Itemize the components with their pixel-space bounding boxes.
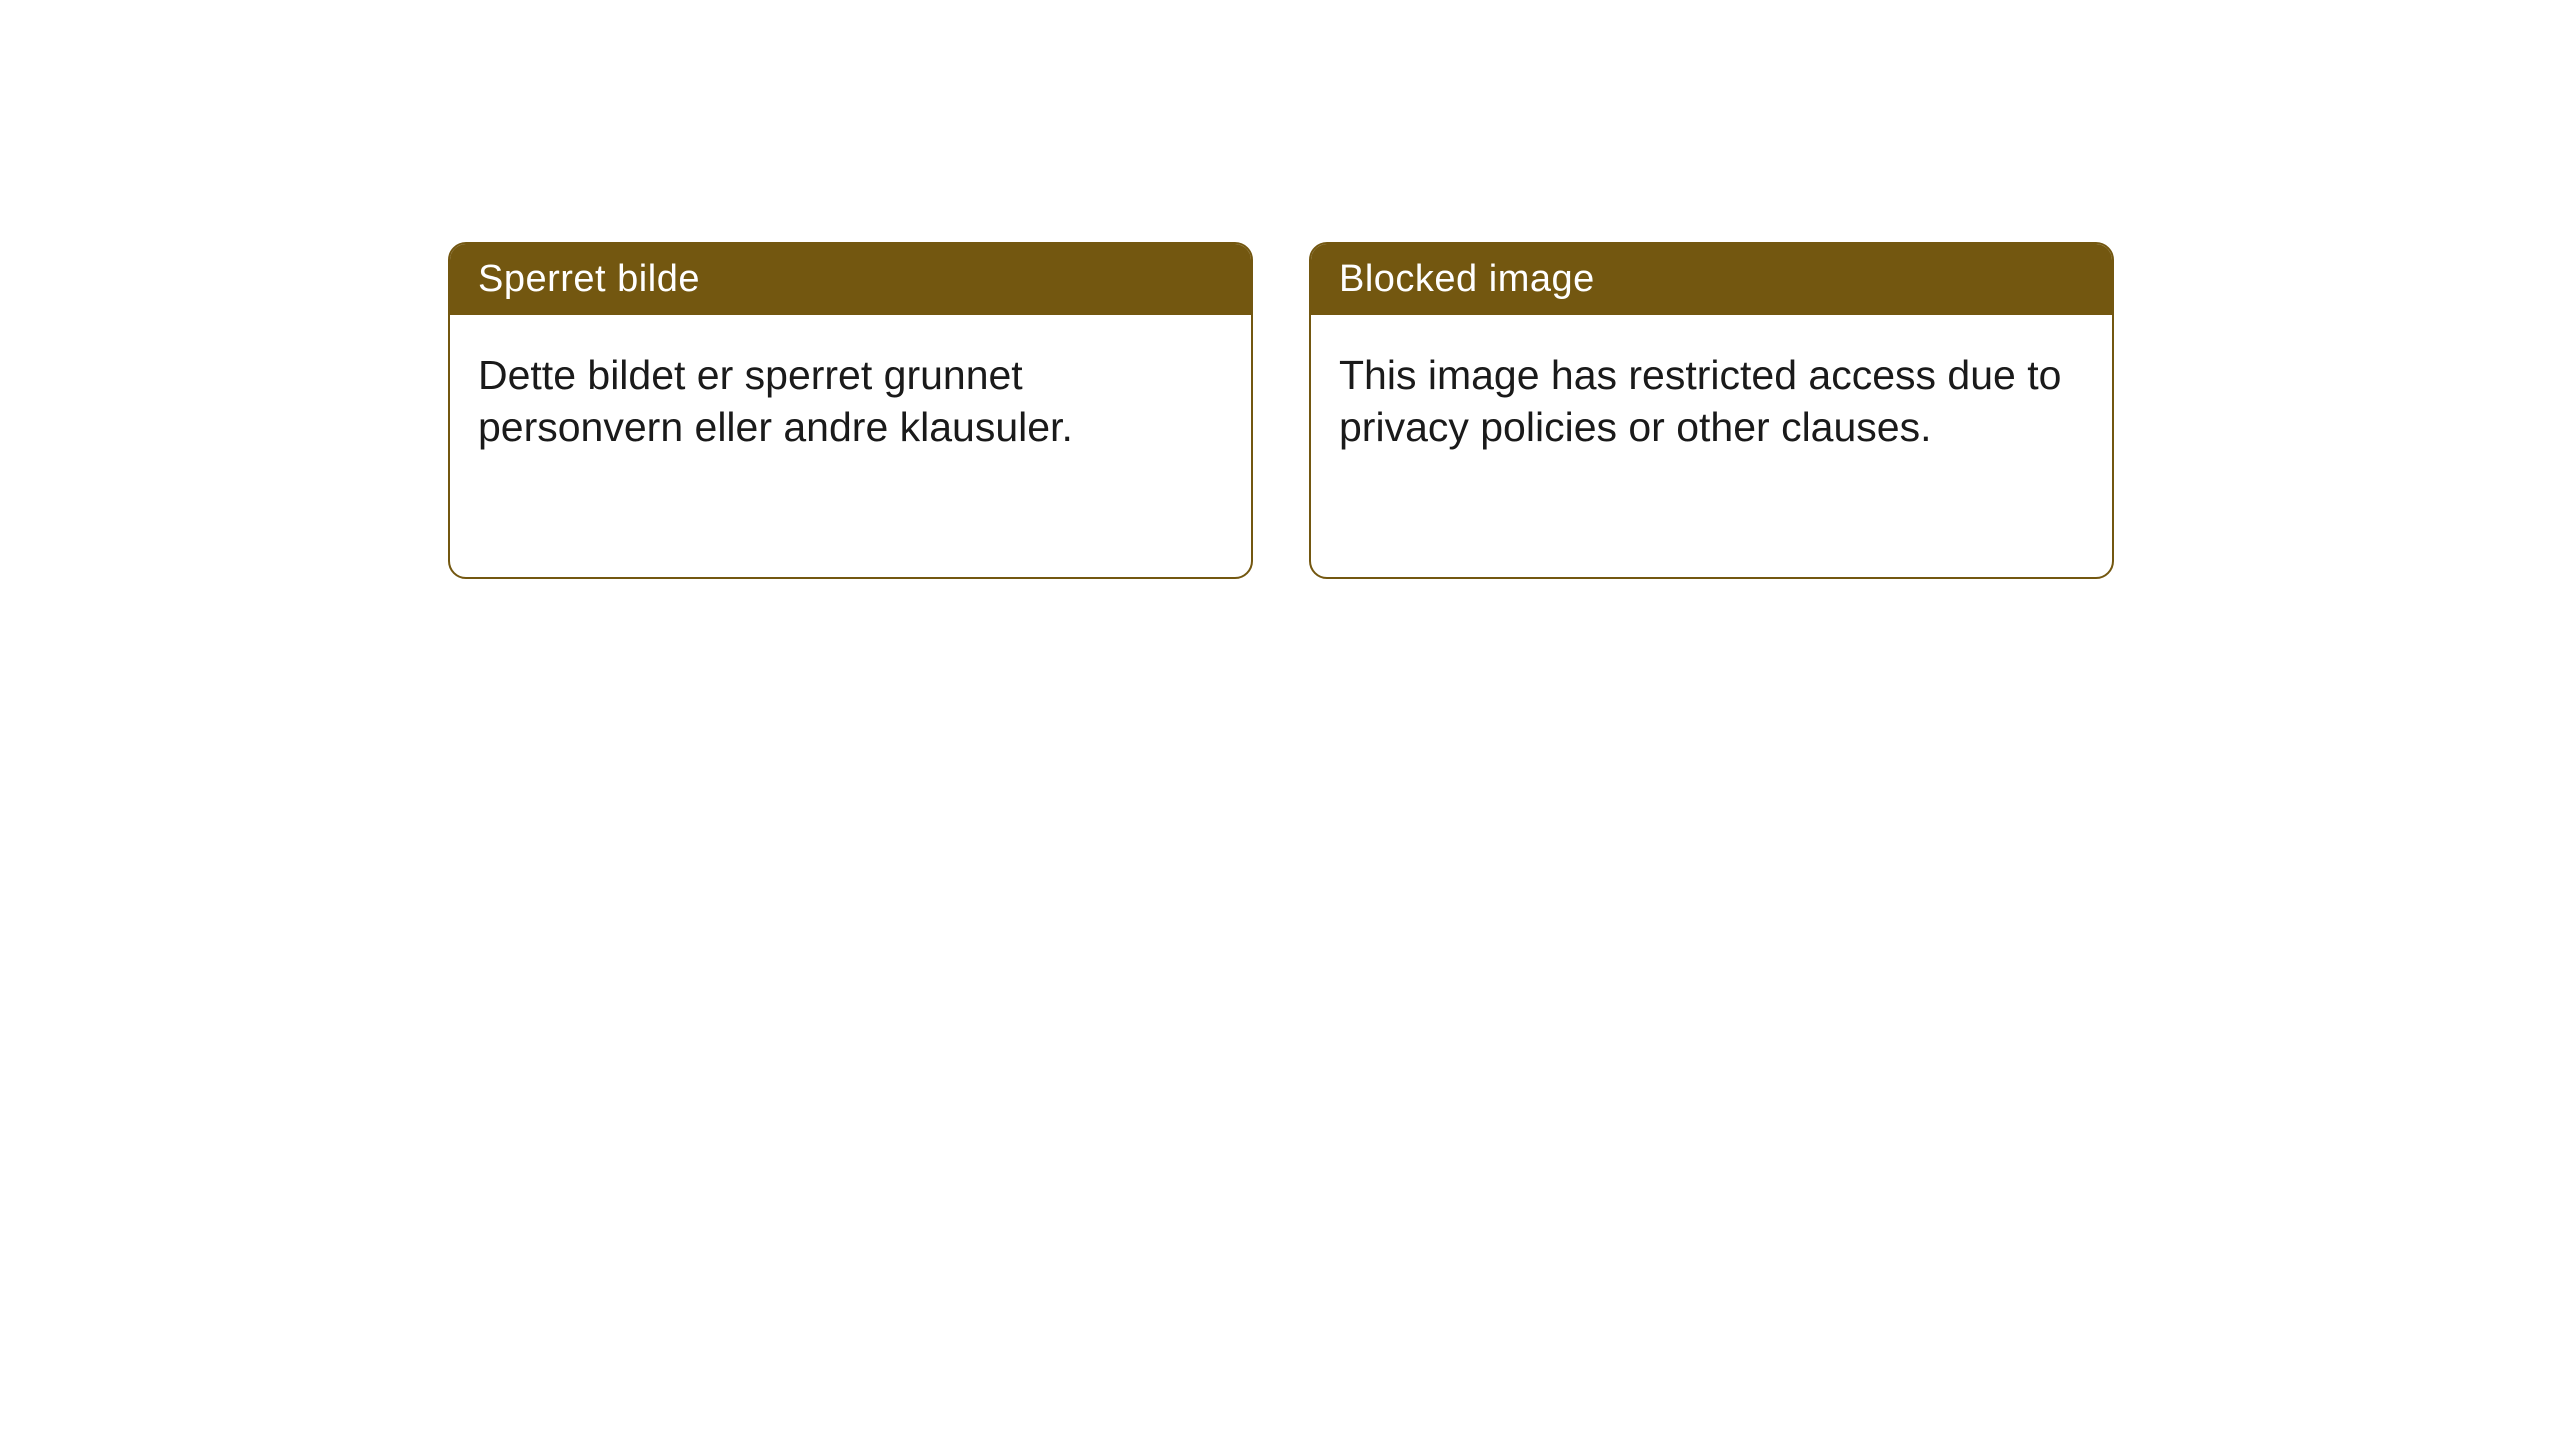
notice-title: Blocked image bbox=[1311, 244, 2112, 315]
notice-box-norwegian: Sperret bilde Dette bildet er sperret gr… bbox=[448, 242, 1253, 579]
notice-box-english: Blocked image This image has restricted … bbox=[1309, 242, 2114, 579]
notice-body: Dette bildet er sperret grunnet personve… bbox=[450, 315, 1251, 577]
notice-body: This image has restricted access due to … bbox=[1311, 315, 2112, 577]
notice-container: Sperret bilde Dette bildet er sperret gr… bbox=[0, 0, 2560, 579]
notice-title: Sperret bilde bbox=[450, 244, 1251, 315]
